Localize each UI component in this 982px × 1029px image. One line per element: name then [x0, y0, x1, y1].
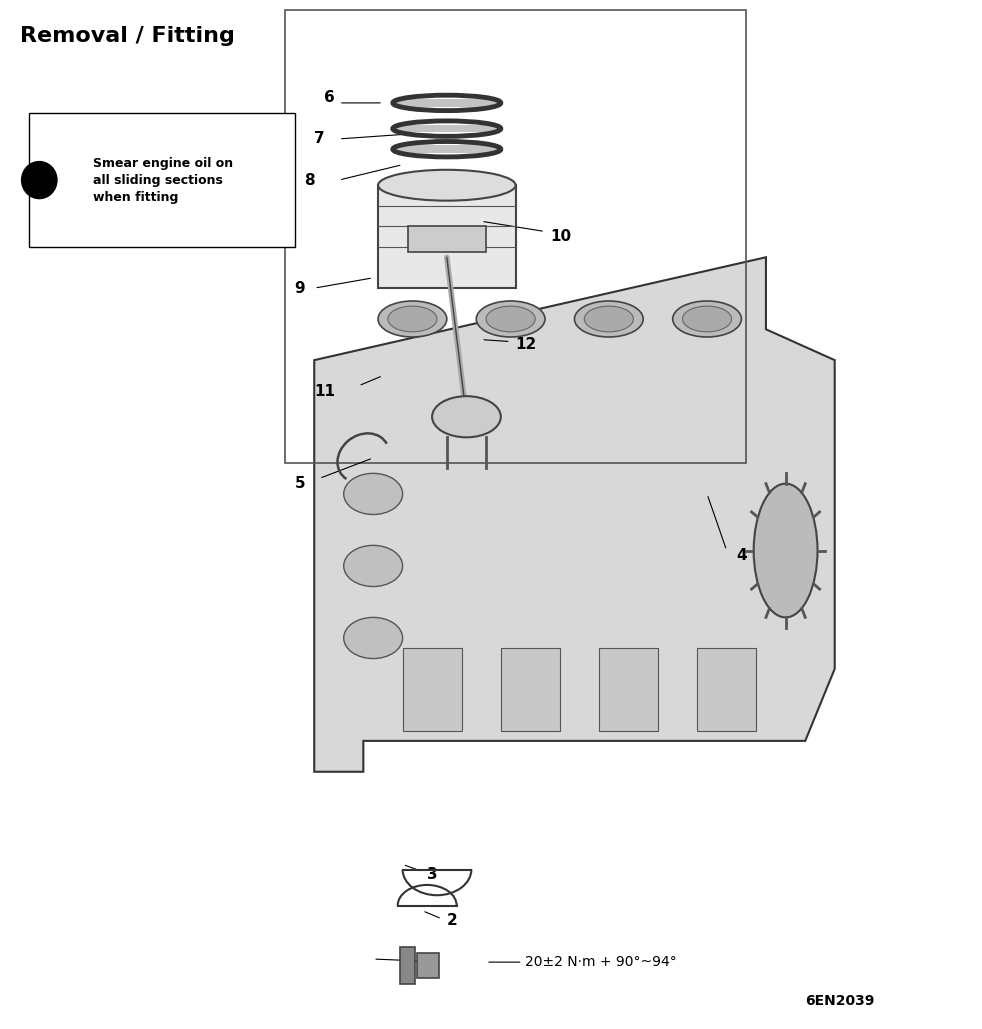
- Text: 6EN2039: 6EN2039: [805, 994, 875, 1008]
- Bar: [408, 226, 486, 252]
- Text: 5: 5: [295, 476, 305, 491]
- Text: 4: 4: [736, 548, 747, 563]
- Bar: [501, 648, 560, 731]
- Text: 6: 6: [324, 91, 335, 105]
- Bar: [285, 10, 746, 463]
- Text: 9: 9: [295, 281, 305, 295]
- Ellipse shape: [388, 307, 437, 331]
- Text: 10: 10: [550, 229, 572, 244]
- Ellipse shape: [574, 300, 643, 338]
- Bar: [417, 953, 439, 978]
- Text: 12: 12: [516, 338, 537, 352]
- Ellipse shape: [682, 307, 732, 331]
- Bar: [403, 648, 462, 731]
- Text: 8: 8: [304, 173, 315, 187]
- Ellipse shape: [432, 396, 501, 437]
- Bar: [599, 648, 658, 731]
- Text: 1:: 1:: [422, 955, 439, 969]
- Ellipse shape: [378, 300, 447, 338]
- Bar: [697, 648, 756, 731]
- Text: 7: 7: [314, 132, 325, 146]
- Bar: [393, 125, 501, 133]
- Ellipse shape: [753, 484, 817, 617]
- Text: Removal / Fitting: Removal / Fitting: [20, 26, 235, 45]
- Text: Smear engine oil on
all sliding sections
when fitting: Smear engine oil on all sliding sections…: [93, 156, 234, 204]
- Ellipse shape: [486, 307, 535, 331]
- Ellipse shape: [344, 617, 403, 659]
- Bar: [393, 145, 501, 153]
- Text: 20±2 N·m + 90°~94°: 20±2 N·m + 90°~94°: [489, 955, 678, 969]
- Polygon shape: [314, 257, 835, 772]
- Bar: [393, 99, 501, 107]
- Ellipse shape: [378, 170, 516, 201]
- Bar: [29, 113, 295, 247]
- Ellipse shape: [476, 300, 545, 338]
- Text: 2: 2: [447, 914, 458, 928]
- Bar: [378, 185, 516, 288]
- Text: 3: 3: [427, 867, 438, 882]
- Circle shape: [22, 162, 57, 199]
- Bar: [400, 947, 415, 984]
- Text: 11: 11: [314, 384, 335, 398]
- Ellipse shape: [673, 300, 741, 338]
- Ellipse shape: [344, 473, 403, 514]
- Ellipse shape: [344, 545, 403, 587]
- Ellipse shape: [584, 307, 633, 331]
